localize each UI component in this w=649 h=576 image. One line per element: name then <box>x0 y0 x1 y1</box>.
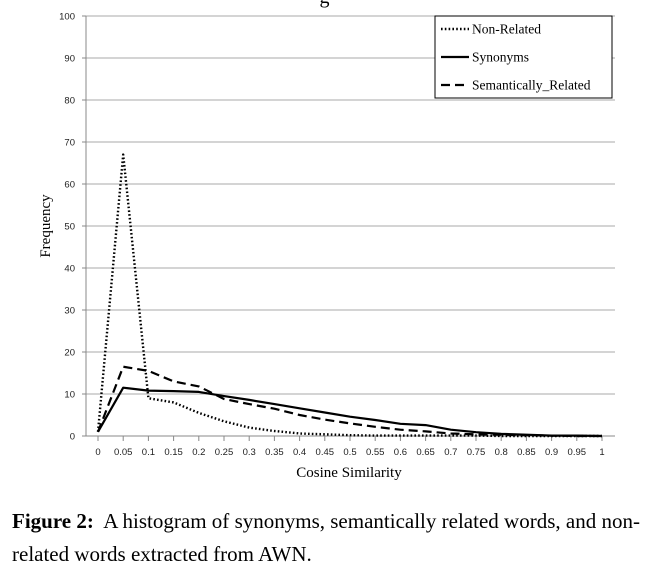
figure-caption: Figure 2: A histogram of synonyms, seman… <box>12 505 640 571</box>
x-tick-label: 0.35 <box>265 447 284 458</box>
x-tick-label: 0.45 <box>316 447 335 458</box>
y-axis-ticks: 0 10 20 30 40 50 60 70 80 90 100 <box>59 12 86 443</box>
series-line-non-related <box>96 153 602 438</box>
x-tick-label: 1 <box>599 447 604 458</box>
y-tick-label: 20 <box>64 348 75 359</box>
x-tick-label: 0.55 <box>366 447 385 458</box>
y-tick-label: 100 <box>59 12 75 23</box>
x-tick-label: 0.5 <box>343 447 356 458</box>
y-tick-label: 40 <box>64 264 75 275</box>
y-tick-label: 50 <box>64 222 75 233</box>
caption-label: Figure 2: <box>12 509 94 533</box>
x-tick-label: 0.15 <box>164 447 183 458</box>
x-axis-title: Cosine Similarity <box>296 465 402 481</box>
x-tick-label: 0.3 <box>243 447 256 458</box>
cropped-top-text: g <box>0 0 649 9</box>
legend-label: Synonyms <box>472 50 529 65</box>
legend-label: Semantically_Related <box>472 78 591 93</box>
x-tick-label: 0.25 <box>215 447 234 458</box>
y-tick-label: 30 <box>64 306 75 317</box>
line-chart: 0 10 20 30 40 50 60 70 80 90 100 0 0.05 0.1 0.15 0.2 0.… <box>38 12 615 481</box>
x-tick-label: 0.7 <box>444 447 457 458</box>
x-axis-ticks: 0 0.05 0.1 0.15 0.2 0.25 0.3 0.35 0.4 0.45 0.5 0.55… <box>95 436 605 458</box>
x-tick-label: 0.6 <box>394 447 407 458</box>
x-tick-label: 0.95 <box>568 447 587 458</box>
x-tick-label: 0.2 <box>192 447 205 458</box>
x-tick-label: 0.75 <box>467 447 486 458</box>
y-tick-label: 0 <box>70 432 75 443</box>
y-tick-label: 70 <box>64 138 75 149</box>
x-tick-label: 0 <box>95 447 100 458</box>
legend-label: Non-Related <box>472 22 541 37</box>
series-line-semantically-related <box>96 365 602 438</box>
x-tick-label: 0.05 <box>114 447 133 458</box>
x-tick-label: 0.85 <box>517 447 536 458</box>
x-tick-label: 0.4 <box>293 447 306 458</box>
series-line-synonyms <box>97 386 603 438</box>
x-tick-label: 0.9 <box>545 447 558 458</box>
x-tick-label: 0.8 <box>495 447 508 458</box>
y-axis-title: Frequency <box>38 194 54 258</box>
y-tick-label: 90 <box>64 54 75 65</box>
y-tick-label: 60 <box>64 180 75 191</box>
legend: Non-Related Synonyms Semantically_Related <box>434 15 613 99</box>
series-lines <box>96 153 603 438</box>
caption-text: A histogram of synonyms, semantically re… <box>12 509 640 566</box>
y-tick-label: 10 <box>64 390 75 401</box>
x-tick-label: 0.65 <box>416 447 435 458</box>
y-tick-label: 80 <box>64 96 75 107</box>
x-tick-label: 0.1 <box>142 447 155 458</box>
